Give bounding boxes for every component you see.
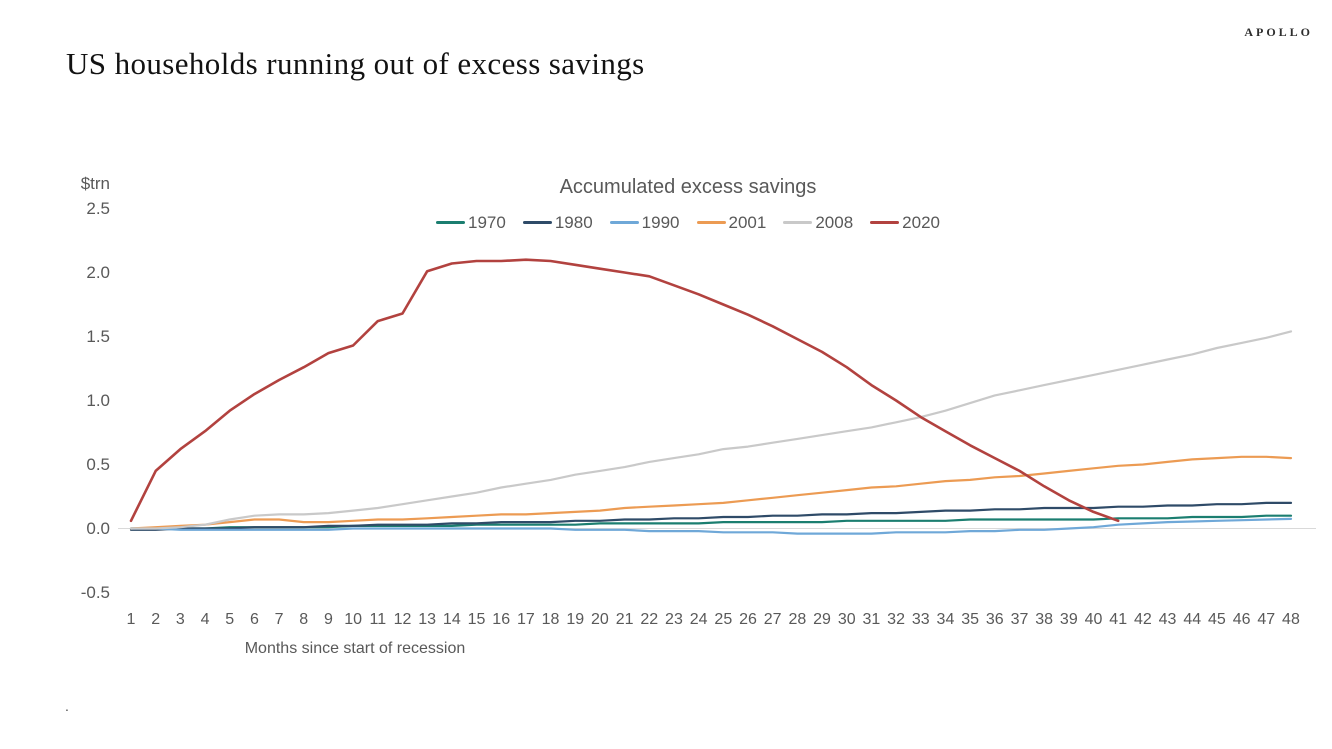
line-2001: [129, 455, 1293, 530]
legend-label: 1970: [468, 213, 506, 232]
x-tick-44: 44: [1183, 611, 1202, 628]
x-tick-16: 16: [492, 611, 511, 628]
x-tick-31: 31: [862, 611, 881, 628]
x-tick-32: 32: [887, 611, 905, 628]
x-tick-38: 38: [1035, 611, 1054, 628]
x-tick-30: 30: [837, 611, 856, 628]
legend-item-2020: 2020: [870, 214, 940, 231]
x-tick-41: 41: [1109, 611, 1128, 628]
y-tick--0.5: -0.5: [80, 582, 110, 602]
legend-swatch-1990: [609, 220, 639, 225]
x-tick-33: 33: [911, 611, 930, 628]
x-tick-12: 12: [393, 611, 412, 628]
legend-item-2008: 2008: [783, 214, 853, 231]
legend-label: 2020: [902, 213, 940, 232]
line-2008: [129, 330, 1293, 530]
x-tick-1: 1: [126, 611, 136, 628]
x-tick-17: 17: [516, 611, 535, 628]
y-tick-1.0: 1.0: [86, 390, 110, 410]
apollo-logo: APOLLO: [1244, 25, 1313, 39]
y-tick-2.5: 2.5: [86, 198, 110, 218]
line-1980: [129, 501, 1293, 531]
x-tick-20: 20: [591, 611, 609, 628]
x-tick-18: 18: [541, 611, 560, 628]
legend-swatch-2001: [696, 220, 726, 225]
x-tick-23: 23: [665, 611, 683, 628]
x-tick-10: 10: [344, 611, 363, 628]
legend-item-2001: 2001: [696, 213, 767, 232]
x-tick-29: 29: [813, 611, 831, 628]
legend-item-1970: 1970: [436, 214, 506, 231]
x-tick-13: 13: [418, 611, 437, 628]
legend-item-1990: 1990: [609, 213, 680, 232]
line-2020: [129, 258, 1120, 523]
y-tick-0.5: 0.5: [86, 454, 110, 474]
x-tick-46: 46: [1232, 611, 1251, 628]
legend-label: 1990: [641, 213, 680, 232]
x-tick-42: 42: [1133, 611, 1152, 628]
x-tick-9: 9: [323, 611, 333, 628]
x-tick-36: 36: [985, 611, 1004, 628]
x-tick-34: 34: [936, 611, 955, 628]
x-tick-48: 48: [1282, 611, 1300, 628]
y-tick-2.0: 2.0: [86, 262, 110, 282]
x-tick-3: 3: [175, 611, 185, 628]
x-tick-19: 19: [566, 611, 585, 628]
x-tick-2: 2: [151, 611, 161, 628]
x-tick-27: 27: [763, 611, 782, 628]
y-tick-0.0: 0.0: [86, 518, 110, 538]
x-tick-4: 4: [200, 611, 210, 628]
x-tick-5: 5: [225, 611, 235, 628]
legend-label: 2008: [815, 213, 854, 232]
legend-item-1980: 1980: [522, 213, 593, 232]
legend-label: 1980: [554, 213, 593, 232]
x-tick-8: 8: [299, 611, 309, 628]
legend-swatch-2020: [870, 220, 900, 225]
y-tick-1.5: 1.5: [86, 326, 110, 346]
legend-label: 2001: [728, 213, 767, 232]
x-tick-37: 37: [1010, 611, 1029, 628]
x-tick-14: 14: [442, 611, 461, 628]
x-tick-45: 45: [1208, 611, 1226, 628]
x-tick-24: 24: [689, 611, 708, 628]
x-tick-28: 28: [788, 611, 807, 628]
x-tick-43: 43: [1158, 611, 1177, 628]
chart-title: Accumulated excess savings: [559, 176, 817, 198]
y-axis-unit-label: $trn: [80, 174, 110, 193]
x-tick-39: 39: [1059, 611, 1078, 628]
x-tick-40: 40: [1084, 611, 1103, 628]
x-tick-26: 26: [739, 611, 757, 628]
stray-period: .: [65, 698, 69, 714]
x-tick-47: 47: [1257, 611, 1276, 628]
x-axis-title: Months since start of recession: [0, 640, 1332, 658]
x-tick-6: 6: [249, 611, 259, 628]
x-tick-22: 22: [640, 611, 659, 628]
legend-swatch-1970: [436, 220, 466, 225]
line-1990: [129, 517, 1293, 535]
page-title: US households running out of excess savi…: [66, 46, 645, 81]
x-tick-25: 25: [714, 611, 733, 628]
x-tick-15: 15: [467, 611, 486, 628]
x-tick-7: 7: [274, 611, 284, 628]
x-tick-21: 21: [615, 611, 634, 628]
x-axis-title-text: Months since start of recession: [244, 640, 466, 657]
legend-swatch-2008: [783, 220, 813, 225]
chart-legend: 1970 1980 1990 2001 2008 2020: [44, 214, 1332, 231]
legend-swatch-1980: [522, 220, 552, 225]
x-tick-35: 35: [961, 611, 980, 628]
x-tick-11: 11: [369, 611, 387, 628]
